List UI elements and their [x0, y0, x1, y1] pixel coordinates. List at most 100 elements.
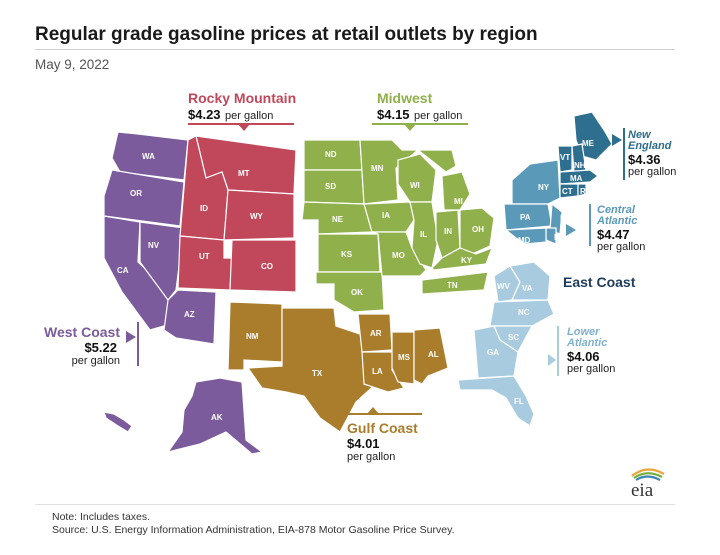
midwest-state-labels: ND SD NE KS OK MN IA MO WI IL MI IN OH K…	[325, 150, 484, 297]
state-ky	[431, 246, 494, 271]
region-gulf-coast[interactable]	[227, 301, 449, 433]
gulf-coast-unit: per gallon	[347, 451, 396, 463]
state-label-ma: MA	[570, 174, 583, 183]
gulf-state-labels: NM TX AR LA MS AL	[246, 329, 439, 378]
state-label-in: IN	[444, 227, 452, 236]
state-label-nc: NC	[518, 308, 530, 317]
state-ny	[511, 159, 561, 205]
state-label-ne: NE	[332, 215, 344, 224]
central-atlantic-name-1: Central	[597, 204, 635, 216]
state-label-il: IL	[420, 230, 427, 239]
state-wy	[223, 189, 295, 241]
label-rocky-mountain: Rocky Mountain $4.23 per gallon	[188, 90, 296, 124]
region-lower-atlantic[interactable]	[457, 261, 556, 427]
state-label-nh: NH	[574, 161, 586, 170]
state-label-id: ID	[200, 204, 208, 213]
state-label-nv: NV	[148, 241, 160, 250]
state-label-sd: SD	[325, 182, 336, 191]
west-coast-state-labels: WA OR CA NV AZ AK HI	[117, 152, 223, 439]
state-label-de: DE	[554, 233, 566, 242]
state-tx	[246, 307, 379, 433]
region-west-coast[interactable]	[103, 131, 264, 455]
central-atlantic-state-labels: NY PA NJ DE MD	[518, 183, 570, 245]
state-label-az: AZ	[184, 310, 195, 319]
state-label-ny: NY	[538, 183, 550, 192]
state-mi	[416, 149, 471, 211]
region-central-atlantic[interactable]	[503, 159, 576, 245]
state-vt	[557, 145, 573, 173]
rocky-state-labels: MT ID WY UT CO	[199, 169, 273, 271]
midwest-unit: per gallon	[414, 110, 463, 122]
state-label-nd: ND	[325, 150, 337, 159]
state-wi	[397, 153, 437, 203]
state-label-va: VA	[522, 284, 533, 293]
state-label-oh: OH	[472, 225, 484, 234]
east-coast-label: East Coast	[563, 274, 636, 290]
state-label-tx: TX	[312, 369, 323, 378]
ne-pointer	[612, 134, 622, 146]
footer-divider	[35, 504, 675, 505]
state-label-la: LA	[372, 367, 383, 376]
note-text: Note: Includes taxes.	[52, 511, 151, 523]
source-text: Source: U.S. Energy Information Administ…	[52, 524, 455, 536]
region-rocky-mountain[interactable]	[177, 123, 297, 293]
date-label: May 9, 2022	[35, 57, 110, 72]
state-wa	[111, 131, 189, 181]
lower-atlantic-state-labels: WV VA NC SC GA FL	[487, 282, 533, 406]
state-label-co: CO	[261, 262, 273, 271]
state-md	[504, 227, 547, 245]
gulf-coast-name: Gulf Coast	[347, 420, 418, 436]
label-west-coast: West Coast $5.22 per gallon	[44, 324, 120, 367]
state-label-ga: GA	[487, 348, 499, 357]
state-label-ak: AK	[211, 413, 223, 422]
state-ok	[315, 271, 385, 313]
eia-logo-mark: eia	[631, 468, 665, 501]
west-coast-unit: per gallon	[71, 355, 120, 367]
page-title: Regular grade gasoline prices at retail …	[35, 24, 538, 45]
lower-atlantic-name-2: Atlantic	[567, 337, 608, 349]
region-new-england[interactable]	[557, 111, 622, 199]
state-label-vt: VT	[560, 153, 570, 162]
state-ak	[166, 377, 264, 455]
state-label-mo: MO	[392, 251, 405, 260]
label-gulf-coast: Gulf Coast $4.01 per gallon	[347, 420, 418, 463]
rocky-mountain-unit: per gallon	[225, 110, 274, 122]
region-midwest[interactable]	[301, 123, 495, 313]
state-label-ar: AR	[370, 329, 382, 338]
state-fl	[457, 375, 535, 427]
state-label-me: ME	[582, 139, 595, 148]
state-label-wv: WV	[497, 282, 511, 291]
label-new-england: New England $4.36 per gallon	[628, 130, 676, 178]
central-atlantic-unit: per gallon	[597, 241, 646, 253]
label-midwest: Midwest $4.15 per gallon	[377, 90, 462, 124]
state-ut	[177, 235, 233, 291]
state-label-ri: RI	[580, 187, 588, 196]
new-england-name-1: New	[628, 129, 651, 141]
eia-logo: eia	[622, 464, 672, 503]
state-nc	[489, 299, 555, 327]
state-label-nm: NM	[246, 332, 259, 341]
state-hi	[103, 411, 133, 433]
eia-logo-text: eia	[631, 480, 654, 498]
state-az	[163, 289, 217, 345]
gulf-coast-price: $4.01	[347, 436, 380, 451]
state-label-ia: IA	[382, 211, 390, 220]
label-lower-atlantic: Lower Atlantic $4.06 per gallon	[567, 327, 615, 375]
footnotes: Note: Includes taxes. Source: U.S. Energ…	[52, 511, 454, 537]
lower-atlantic-unit: per gallon	[567, 363, 616, 375]
state-il	[409, 201, 439, 269]
state-mo	[371, 231, 427, 277]
state-label-tn: TN	[447, 281, 458, 290]
midwest-pointer	[404, 124, 416, 131]
state-label-mn: MN	[371, 164, 384, 173]
state-ma	[559, 169, 599, 185]
label-central-atlantic: Central Atlantic $4.47 per gallon	[597, 205, 645, 253]
state-or	[103, 169, 185, 227]
state-ms	[391, 331, 415, 385]
state-label-or: OR	[130, 189, 142, 198]
state-nm	[227, 301, 283, 371]
state-label-nj: NJ	[560, 214, 570, 223]
state-label-pa: PA	[520, 213, 531, 222]
state-label-ct: CT	[562, 187, 573, 196]
